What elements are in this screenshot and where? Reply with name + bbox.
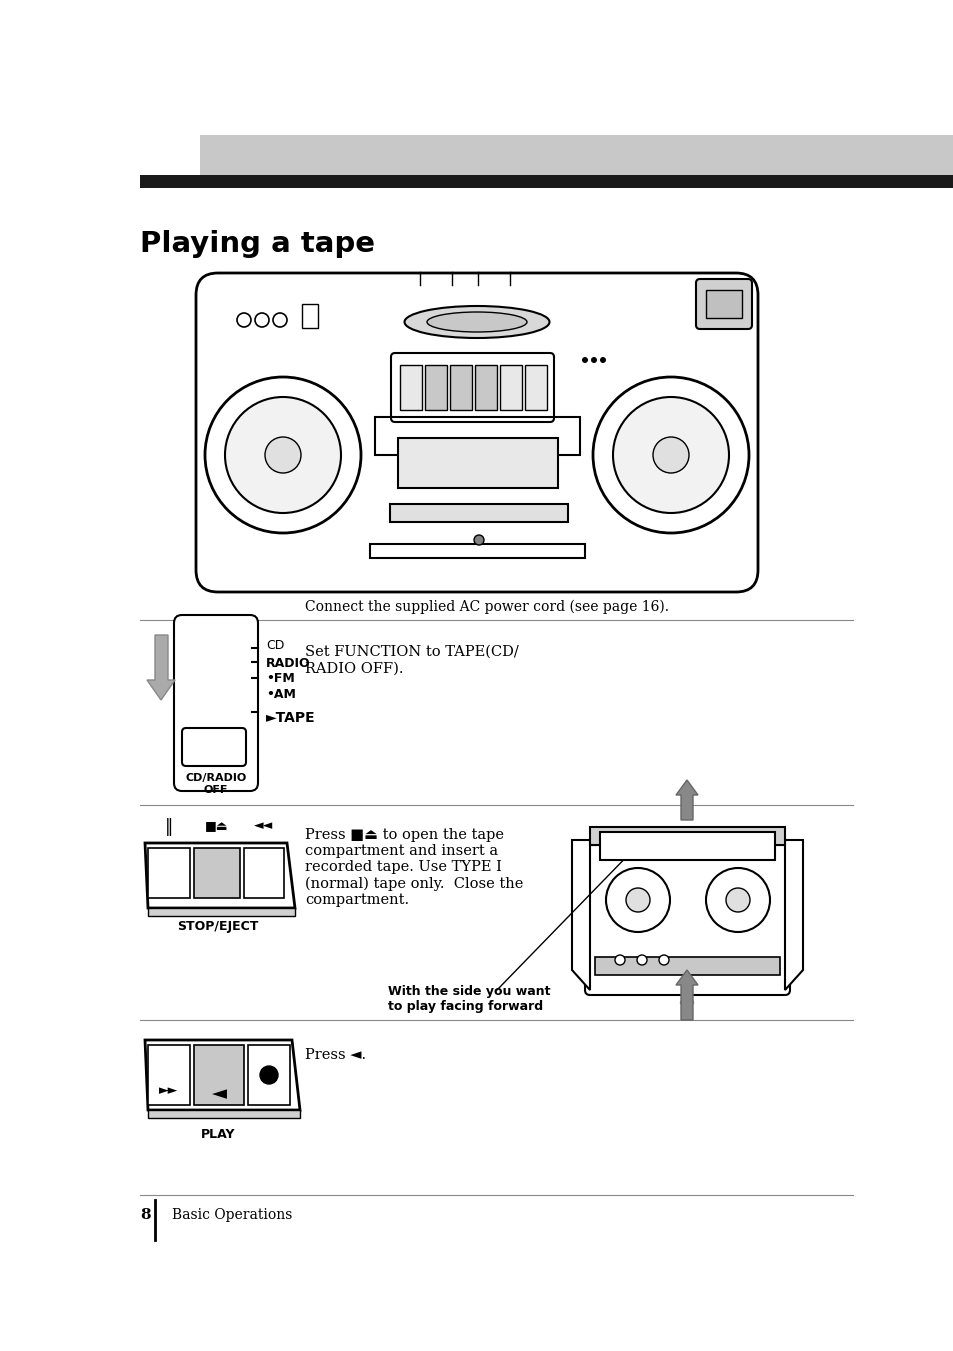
Circle shape xyxy=(260,1066,277,1084)
Circle shape xyxy=(581,357,587,363)
Circle shape xyxy=(605,867,669,932)
Text: Set FUNCTION to TAPE(CD/
RADIO OFF).: Set FUNCTION to TAPE(CD/ RADIO OFF). xyxy=(305,644,518,676)
Bar xyxy=(599,832,774,861)
Circle shape xyxy=(225,397,340,513)
Text: Press ◄.: Press ◄. xyxy=(305,1048,366,1062)
Bar xyxy=(424,365,447,409)
Bar xyxy=(200,135,953,176)
Text: With the side you want
to play facing forward: With the side you want to play facing fo… xyxy=(388,985,550,1013)
Polygon shape xyxy=(572,840,589,990)
Bar xyxy=(193,1046,244,1105)
Circle shape xyxy=(474,535,483,544)
Circle shape xyxy=(705,867,769,932)
Bar xyxy=(302,304,317,328)
Text: PLAY: PLAY xyxy=(200,1128,235,1142)
Bar xyxy=(399,365,421,409)
Text: STOP/EJECT: STOP/EJECT xyxy=(177,920,258,934)
Text: •FM: •FM xyxy=(266,671,294,685)
Polygon shape xyxy=(145,843,294,908)
FancyArrow shape xyxy=(676,780,698,820)
Bar xyxy=(193,848,240,898)
Text: ◄◄: ◄◄ xyxy=(254,819,274,832)
Text: •AM: •AM xyxy=(266,688,295,701)
Text: ►TAPE: ►TAPE xyxy=(266,711,315,725)
Polygon shape xyxy=(784,840,802,990)
Circle shape xyxy=(265,436,301,473)
Circle shape xyxy=(652,436,688,473)
Circle shape xyxy=(637,955,646,965)
Text: Press ■⏏ to open the tape
compartment and insert a
recorded tape. Use TYPE I
(no: Press ■⏏ to open the tape compartment an… xyxy=(305,828,523,908)
Bar xyxy=(595,957,780,975)
Circle shape xyxy=(593,377,748,534)
Circle shape xyxy=(725,888,749,912)
Text: ►►: ►► xyxy=(159,1084,178,1097)
Bar xyxy=(524,365,546,409)
Circle shape xyxy=(273,313,287,327)
Bar xyxy=(499,365,521,409)
Text: CD/RADIO
OFF: CD/RADIO OFF xyxy=(185,773,247,794)
Bar xyxy=(390,504,567,521)
Bar xyxy=(475,365,497,409)
Text: 8: 8 xyxy=(140,1208,151,1223)
Bar xyxy=(244,848,284,898)
Circle shape xyxy=(613,397,728,513)
Text: ■⏏: ■⏏ xyxy=(205,819,229,832)
Polygon shape xyxy=(145,1040,299,1111)
Circle shape xyxy=(599,357,605,363)
Bar xyxy=(248,1046,290,1105)
Polygon shape xyxy=(147,635,174,700)
Circle shape xyxy=(590,357,597,363)
Text: RADIO: RADIO xyxy=(266,657,311,670)
Bar xyxy=(148,1046,190,1105)
FancyBboxPatch shape xyxy=(173,615,257,790)
FancyBboxPatch shape xyxy=(584,844,789,994)
FancyBboxPatch shape xyxy=(696,280,751,330)
Bar xyxy=(589,827,784,844)
Text: ‖: ‖ xyxy=(165,817,172,836)
Bar xyxy=(370,544,584,558)
Ellipse shape xyxy=(427,312,526,332)
Bar xyxy=(375,417,579,455)
Circle shape xyxy=(625,888,649,912)
Polygon shape xyxy=(148,908,294,916)
Bar xyxy=(705,290,741,317)
Text: CD: CD xyxy=(266,639,284,653)
Bar xyxy=(450,365,472,409)
Text: ◄: ◄ xyxy=(212,1084,226,1102)
Bar xyxy=(397,438,558,488)
Polygon shape xyxy=(148,1111,299,1119)
Circle shape xyxy=(205,377,360,534)
Ellipse shape xyxy=(404,305,549,338)
Bar xyxy=(140,176,953,188)
FancyBboxPatch shape xyxy=(195,273,758,592)
Text: Connect the supplied AC power cord (see page 16).: Connect the supplied AC power cord (see … xyxy=(305,600,668,615)
FancyArrow shape xyxy=(676,970,698,1020)
Circle shape xyxy=(236,313,251,327)
Bar xyxy=(148,848,190,898)
FancyBboxPatch shape xyxy=(182,728,246,766)
Text: Playing a tape: Playing a tape xyxy=(140,230,375,258)
Circle shape xyxy=(254,313,269,327)
Circle shape xyxy=(659,955,668,965)
Circle shape xyxy=(615,955,624,965)
Text: Basic Operations: Basic Operations xyxy=(172,1208,292,1223)
